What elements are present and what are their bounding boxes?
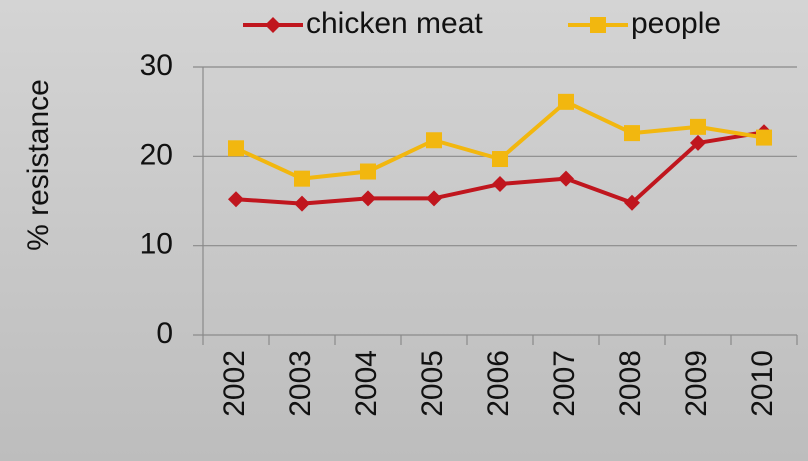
- marker: [294, 170, 310, 187]
- legend-label: chicken meat: [306, 7, 483, 40]
- marker: [360, 190, 376, 207]
- y-tick-label: 0: [156, 317, 173, 350]
- x-tick-label: 2005: [416, 350, 449, 417]
- y-tick-label: 10: [140, 228, 173, 261]
- marker: [756, 129, 772, 146]
- x-tick-label: 2007: [548, 350, 581, 417]
- marker: [690, 118, 706, 135]
- marker: [690, 134, 706, 151]
- y-axis-label: % resistance: [22, 79, 55, 251]
- marker: [624, 125, 640, 142]
- marker: [228, 140, 244, 157]
- x-tick-label: 2003: [284, 350, 317, 417]
- marker: [558, 93, 574, 110]
- marker: [294, 195, 310, 212]
- marker: [590, 17, 606, 33]
- x-tick-label: 2010: [746, 350, 779, 417]
- y-tick-label: 20: [140, 138, 173, 171]
- x-tick-label: 2004: [350, 350, 383, 417]
- marker: [426, 190, 442, 207]
- x-tick-label: 2008: [614, 350, 647, 417]
- marker: [624, 194, 640, 211]
- marker: [492, 176, 508, 193]
- marker: [558, 170, 574, 187]
- x-tick-label: 2009: [680, 350, 713, 417]
- x-tick-label: 2006: [482, 350, 515, 417]
- marker: [492, 151, 508, 168]
- marker: [265, 17, 281, 33]
- marker: [228, 191, 244, 208]
- legend-label: people: [631, 7, 721, 40]
- marker: [360, 163, 376, 180]
- y-tick-label: 30: [140, 49, 173, 82]
- marker: [426, 132, 442, 149]
- x-tick-label: 2002: [218, 350, 251, 417]
